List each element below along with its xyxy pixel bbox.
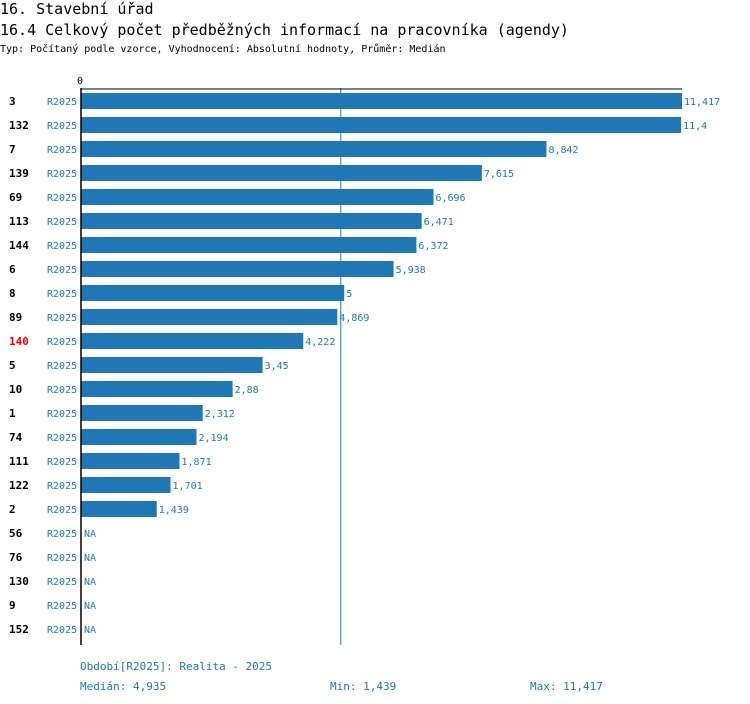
data-label: 5,938 [396, 265, 426, 276]
category-label: 8 [9, 287, 16, 300]
data-label: 6,372 [418, 241, 448, 252]
data-label: 5 [346, 289, 352, 300]
data-label: 4,222 [305, 337, 335, 348]
bar [81, 165, 482, 181]
series-label: R2025 [47, 337, 77, 348]
footer-median: Medián: 4,935 [80, 680, 167, 693]
series-label: R2025 [47, 241, 77, 252]
data-label: 1,701 [173, 481, 203, 492]
data-label: NA [84, 553, 96, 564]
category-label: 152 [9, 623, 29, 636]
category-label: 132 [9, 119, 29, 132]
category-label: 9 [9, 599, 16, 612]
data-label: 7,615 [484, 169, 514, 180]
data-label: 8,842 [548, 145, 578, 156]
series-label: R2025 [47, 529, 77, 540]
bar [81, 309, 338, 325]
bar [81, 261, 394, 277]
category-label: 3 [9, 95, 16, 108]
category-label: 1 [9, 407, 16, 420]
series-label: R2025 [47, 409, 77, 420]
data-label: 2,88 [235, 385, 259, 396]
category-label: 130 [9, 575, 29, 588]
bar [81, 429, 197, 445]
series-label: R2025 [47, 265, 77, 276]
series-label: R2025 [47, 481, 77, 492]
data-label: 2,312 [205, 409, 235, 420]
bar [81, 453, 180, 469]
bar [81, 213, 422, 229]
series-label: R2025 [47, 313, 77, 324]
series-label: R2025 [47, 385, 77, 396]
category-label: 89 [9, 311, 22, 324]
data-label: NA [84, 529, 96, 540]
footer-min: Min: 1,439 [330, 680, 397, 693]
bar [81, 189, 434, 205]
series-label: R2025 [47, 289, 77, 300]
series-label: R2025 [47, 121, 77, 132]
series-label: R2025 [47, 145, 77, 156]
category-label: 56 [9, 527, 23, 540]
bar [81, 237, 417, 253]
category-label: 5 [9, 359, 16, 372]
series-label: R2025 [47, 625, 77, 636]
category-label: 140 [9, 335, 29, 348]
series-label: R2025 [47, 577, 77, 588]
data-label: 11,4 [683, 121, 707, 132]
data-label: NA [84, 625, 96, 636]
data-label: 1,439 [159, 505, 189, 516]
bar [81, 285, 345, 301]
bar [81, 405, 203, 421]
category-label: 6 [9, 263, 16, 276]
category-label: 122 [9, 479, 29, 492]
series-label: R2025 [47, 601, 77, 612]
bar [81, 93, 682, 109]
category-label: 113 [9, 215, 29, 228]
series-label: R2025 [47, 433, 77, 444]
bar [81, 117, 682, 133]
data-label: 11,417 [684, 97, 720, 108]
bar [81, 357, 263, 373]
series-label: R2025 [47, 169, 77, 180]
series-label: R2025 [47, 217, 77, 228]
page-title: 16. Stavební úřad [0, 0, 154, 18]
category-label: 74 [9, 431, 23, 444]
x-tick-label: 0 [77, 76, 83, 87]
data-label: 1,871 [181, 457, 211, 468]
data-label: NA [84, 601, 96, 612]
series-label: R2025 [47, 193, 77, 204]
category-label: 10 [9, 383, 22, 396]
bar [81, 381, 233, 397]
data-label: 3,45 [265, 361, 289, 372]
category-label: 144 [9, 239, 29, 252]
chart-description: Typ: Počítaný podle vzorce, Vyhodnocení:… [0, 44, 446, 55]
series-label: R2025 [47, 97, 77, 108]
category-label: 76 [9, 551, 23, 564]
bar [81, 141, 547, 157]
bar [81, 477, 171, 493]
series-label: R2025 [47, 505, 77, 516]
data-label: 2,194 [198, 433, 228, 444]
chart-title: 16.4 Celkový počet předběžných informací… [0, 21, 569, 39]
category-label: 69 [9, 191, 22, 204]
data-label: 6,696 [435, 193, 465, 204]
data-label: NA [84, 577, 96, 588]
category-label: 111 [9, 455, 29, 468]
data-label: 6,471 [424, 217, 454, 228]
bar [81, 333, 304, 349]
series-label: R2025 [47, 361, 77, 372]
series-label: R2025 [47, 457, 77, 468]
data-label: 4,869 [339, 313, 369, 324]
footer-period: Období[R2025]: Realita - 2025 [80, 660, 273, 673]
footer-max: Max: 11,417 [530, 680, 603, 693]
bar [81, 501, 157, 517]
category-label: 2 [9, 503, 16, 516]
category-label: 7 [9, 143, 16, 156]
category-label: 139 [9, 167, 29, 180]
series-label: R2025 [47, 553, 77, 564]
